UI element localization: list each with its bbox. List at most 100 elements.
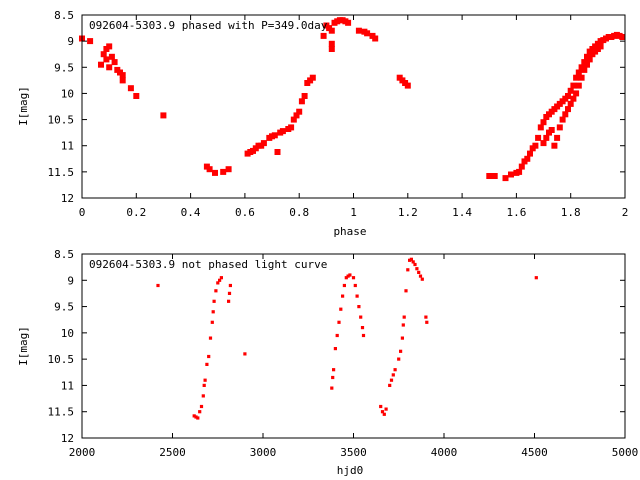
data-point xyxy=(388,383,392,387)
plot-title: 092604-5303.9 not phased light curve xyxy=(89,258,327,271)
data-point xyxy=(288,124,295,131)
data-point xyxy=(100,51,107,58)
data-point xyxy=(279,128,286,135)
y-tick-label: 9.5 xyxy=(54,61,74,74)
x-tick-label: 1 xyxy=(350,206,357,219)
data-point xyxy=(335,333,339,338)
x-tick-label: 2000 xyxy=(69,446,96,459)
data-point xyxy=(382,412,386,416)
y-axis-label: I[mag] xyxy=(17,86,30,126)
data-point xyxy=(518,163,525,170)
data-point xyxy=(293,112,300,119)
data-point xyxy=(344,276,348,280)
data-point xyxy=(341,294,345,298)
data-point xyxy=(402,315,406,319)
data-point xyxy=(243,352,247,356)
plot-frame xyxy=(81,14,626,199)
data-point xyxy=(87,38,94,45)
data-point xyxy=(597,43,604,50)
x-tick-label: 3500 xyxy=(340,446,367,459)
data-point xyxy=(216,281,220,285)
data-point xyxy=(260,140,267,147)
data-point xyxy=(567,87,574,94)
data-point xyxy=(372,35,379,42)
x-axis-label: phase xyxy=(333,225,366,238)
y-tick-label: 10 xyxy=(61,327,74,340)
data-point xyxy=(355,27,362,34)
data-point xyxy=(203,378,207,382)
data-point xyxy=(331,375,335,380)
data-point xyxy=(103,56,110,63)
data-point xyxy=(532,142,539,149)
data-point xyxy=(413,262,417,267)
data-point xyxy=(573,90,580,97)
data-point xyxy=(516,168,523,175)
tick-marks xyxy=(81,253,626,439)
x-tick-label: 0.2 xyxy=(126,206,146,219)
y-tick-label: 8.5 xyxy=(54,9,74,22)
data-point xyxy=(106,64,113,71)
data-point xyxy=(411,260,415,264)
y-tick-label: 11 xyxy=(61,379,74,392)
data-point xyxy=(160,112,167,119)
data-point xyxy=(359,315,363,319)
x-tick-label: 1.2 xyxy=(398,206,418,219)
plot-frame xyxy=(81,253,626,439)
data-point xyxy=(298,98,305,105)
data-point xyxy=(330,386,334,390)
data-point xyxy=(415,267,419,271)
data-point xyxy=(554,134,561,141)
x-tick-label: 0.6 xyxy=(235,206,255,219)
data-point xyxy=(212,299,216,303)
data-point xyxy=(227,291,232,295)
data-point xyxy=(393,368,397,372)
x-tick-labels: 2000 2500 3000 3500 4000 4500 5000 xyxy=(69,446,639,459)
data-point xyxy=(309,74,316,81)
data-point xyxy=(296,108,303,115)
x-tick-label: 5000 xyxy=(612,446,639,459)
data-point xyxy=(364,30,371,37)
data-point xyxy=(225,166,232,173)
data-point xyxy=(404,82,411,89)
data-point xyxy=(201,394,205,398)
phased-light-curve-panel: 0 0.2 0.4 0.6 0.8 1 1.2 1.4 1.6 1.8 2 8.5 9 9.5 10 10.… xyxy=(17,9,628,238)
data-point xyxy=(409,257,413,261)
x-tick-label: 2500 xyxy=(159,446,186,459)
data-point xyxy=(207,354,211,359)
data-point xyxy=(389,378,394,382)
data-point xyxy=(565,93,571,99)
tick-marks xyxy=(81,14,626,199)
y-tick-label: 9 xyxy=(67,35,74,48)
data-point xyxy=(570,95,577,102)
x-tick-label: 1.6 xyxy=(506,206,526,219)
data-point xyxy=(380,410,385,414)
y-tick-label: 11 xyxy=(61,140,74,153)
data-point xyxy=(345,19,352,26)
x-tick-label: 1.4 xyxy=(452,206,472,219)
data-point xyxy=(219,276,223,280)
data-point xyxy=(486,173,493,179)
data-point xyxy=(271,132,278,139)
data-point xyxy=(353,283,357,288)
data-point xyxy=(575,82,582,89)
y-tick-label: 10 xyxy=(61,87,74,100)
data-point xyxy=(348,273,352,277)
unphased-data-points xyxy=(156,257,538,420)
y-tick-label: 10.5 xyxy=(48,114,75,127)
data-point xyxy=(108,53,115,60)
data-point xyxy=(551,142,558,149)
unphased-light-curve-panel: 2000 2500 3000 3500 4000 4500 5000 8.5 9 9.5 10 10… xyxy=(17,248,638,477)
x-tick-label: 4500 xyxy=(521,446,548,459)
y-tick-labels: 8.5 9 9.5 10 10.5 11 11.5 12 xyxy=(48,248,75,445)
data-point xyxy=(502,175,509,182)
y-tick-label: 9.5 xyxy=(54,301,74,314)
data-point xyxy=(548,127,555,133)
data-point xyxy=(119,77,126,84)
data-point xyxy=(584,61,590,68)
data-point xyxy=(194,415,198,419)
data-point xyxy=(192,414,196,418)
data-point xyxy=(384,407,388,411)
data-point xyxy=(342,283,346,288)
data-point xyxy=(619,34,626,40)
